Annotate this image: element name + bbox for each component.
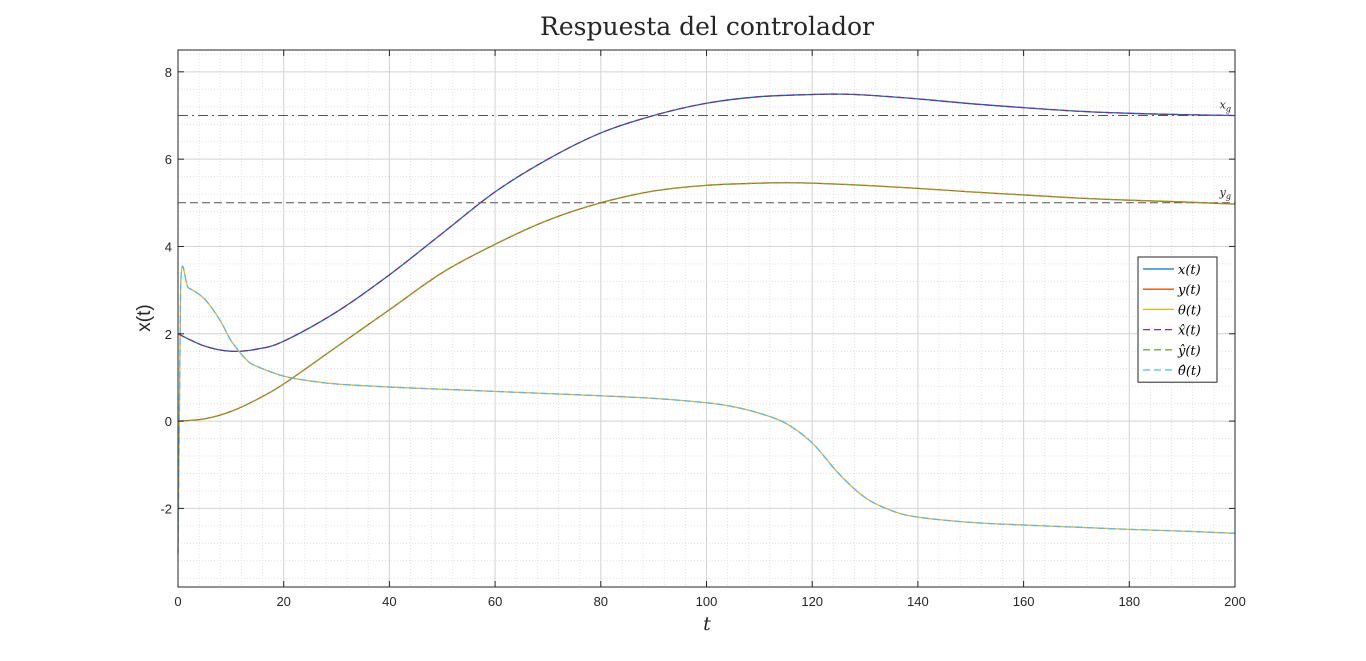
y-tick-label: 6 xyxy=(165,152,172,167)
y-tick-label: 0 xyxy=(165,414,172,429)
series-line-4 xyxy=(177,93,1236,353)
legend: x(t) y(t) θ(t) x̂(t) ŷ(t) θ̂(t) xyxy=(1137,256,1218,383)
x-tick-label: 120 xyxy=(801,594,823,609)
reference-line-label: xg xyxy=(1220,98,1231,113)
legend-entry-label: y(t) xyxy=(1177,283,1201,298)
series-lines xyxy=(177,93,1236,555)
x-tick-label: 40 xyxy=(382,594,396,609)
reference-lines: xg yg xyxy=(178,98,1235,204)
y-axis-label: x(t) xyxy=(134,304,155,331)
x-tick-label: 140 xyxy=(907,594,929,609)
x-tick-label: 100 xyxy=(696,594,718,609)
legend-entry-label: x̂(t) xyxy=(1178,324,1201,339)
x-tick-label: 200 xyxy=(1224,594,1246,609)
x-tick-label: 20 xyxy=(276,594,290,609)
series-line-5 xyxy=(177,182,1236,422)
legend-box xyxy=(1137,256,1218,383)
chart-title: Respuesta del controlador xyxy=(540,12,874,41)
x-tick-label: 180 xyxy=(1118,594,1140,609)
legend-entry-label: θ(t) xyxy=(1178,303,1201,318)
grid xyxy=(177,50,1236,587)
x-tick-label: 60 xyxy=(488,594,502,609)
x-axis-label: t xyxy=(703,613,711,635)
series-line-6 xyxy=(177,265,1236,555)
axis-ticks: 0 20 40 60 80 100 120 140 160 180 200 -2 0 2 4 6 8 xyxy=(160,50,1246,609)
reference-line-label: yg xyxy=(1219,186,1231,201)
legend-entry-label: ŷ(t) xyxy=(1177,344,1201,359)
y-tick-label: 2 xyxy=(165,327,172,342)
x-tick-label: 80 xyxy=(594,594,608,609)
legend-entry-label: x(t) xyxy=(1178,263,1201,278)
x-tick-label: 160 xyxy=(1013,594,1035,609)
y-tick-label: 4 xyxy=(165,239,172,254)
legend-entry-label: θ̂(t) xyxy=(1178,364,1201,379)
x-tick-label: 0 xyxy=(174,594,181,609)
y-tick-label: -2 xyxy=(160,501,172,516)
y-tick-label: 8 xyxy=(165,65,172,80)
